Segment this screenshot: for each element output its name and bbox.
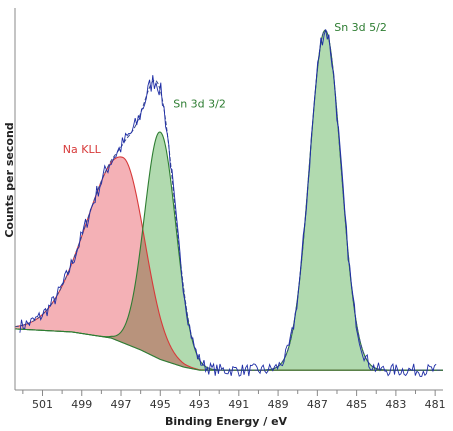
x-tick-label: 483 bbox=[385, 398, 406, 411]
component-overlap-fill bbox=[15, 229, 443, 371]
x-axis-title: Binding Energy / eV bbox=[165, 415, 288, 428]
x-tick-label: 489 bbox=[268, 398, 289, 411]
axes bbox=[14, 8, 443, 391]
x-tick-label: 495 bbox=[150, 398, 171, 411]
y-axis-title: Counts per second bbox=[3, 122, 16, 237]
x-tick-label: 501 bbox=[32, 398, 53, 411]
component-fill-na-kll bbox=[15, 156, 443, 371]
peak-label-sn-3d-5-2: Sn 3d 5/2 bbox=[334, 21, 387, 34]
raw-counts-line bbox=[19, 29, 437, 377]
x-tick-label: 481 bbox=[425, 398, 446, 411]
peak-labels: Na KLL Sn 3d 3/2 Sn 3d 5/2 bbox=[63, 21, 387, 156]
x-ticks: 501 499 497 495 493 491 489 487 485 483 481 bbox=[22, 390, 446, 411]
component-fills bbox=[15, 30, 443, 371]
x-tick-label: 491 bbox=[228, 398, 249, 411]
x-tick-label: 485 bbox=[346, 398, 367, 411]
x-tick-label: 487 bbox=[307, 398, 328, 411]
peak-label-na-kll: Na KLL bbox=[63, 143, 102, 156]
peak-label-sn-3d-3-2: Sn 3d 3/2 bbox=[173, 97, 226, 110]
x-tick-label: 499 bbox=[71, 398, 92, 411]
x-tick-label: 493 bbox=[189, 398, 210, 411]
raw-spectrum bbox=[19, 29, 437, 377]
x-tick-label: 497 bbox=[111, 398, 132, 411]
component-fill-sn-3d-5-2 bbox=[15, 30, 443, 371]
